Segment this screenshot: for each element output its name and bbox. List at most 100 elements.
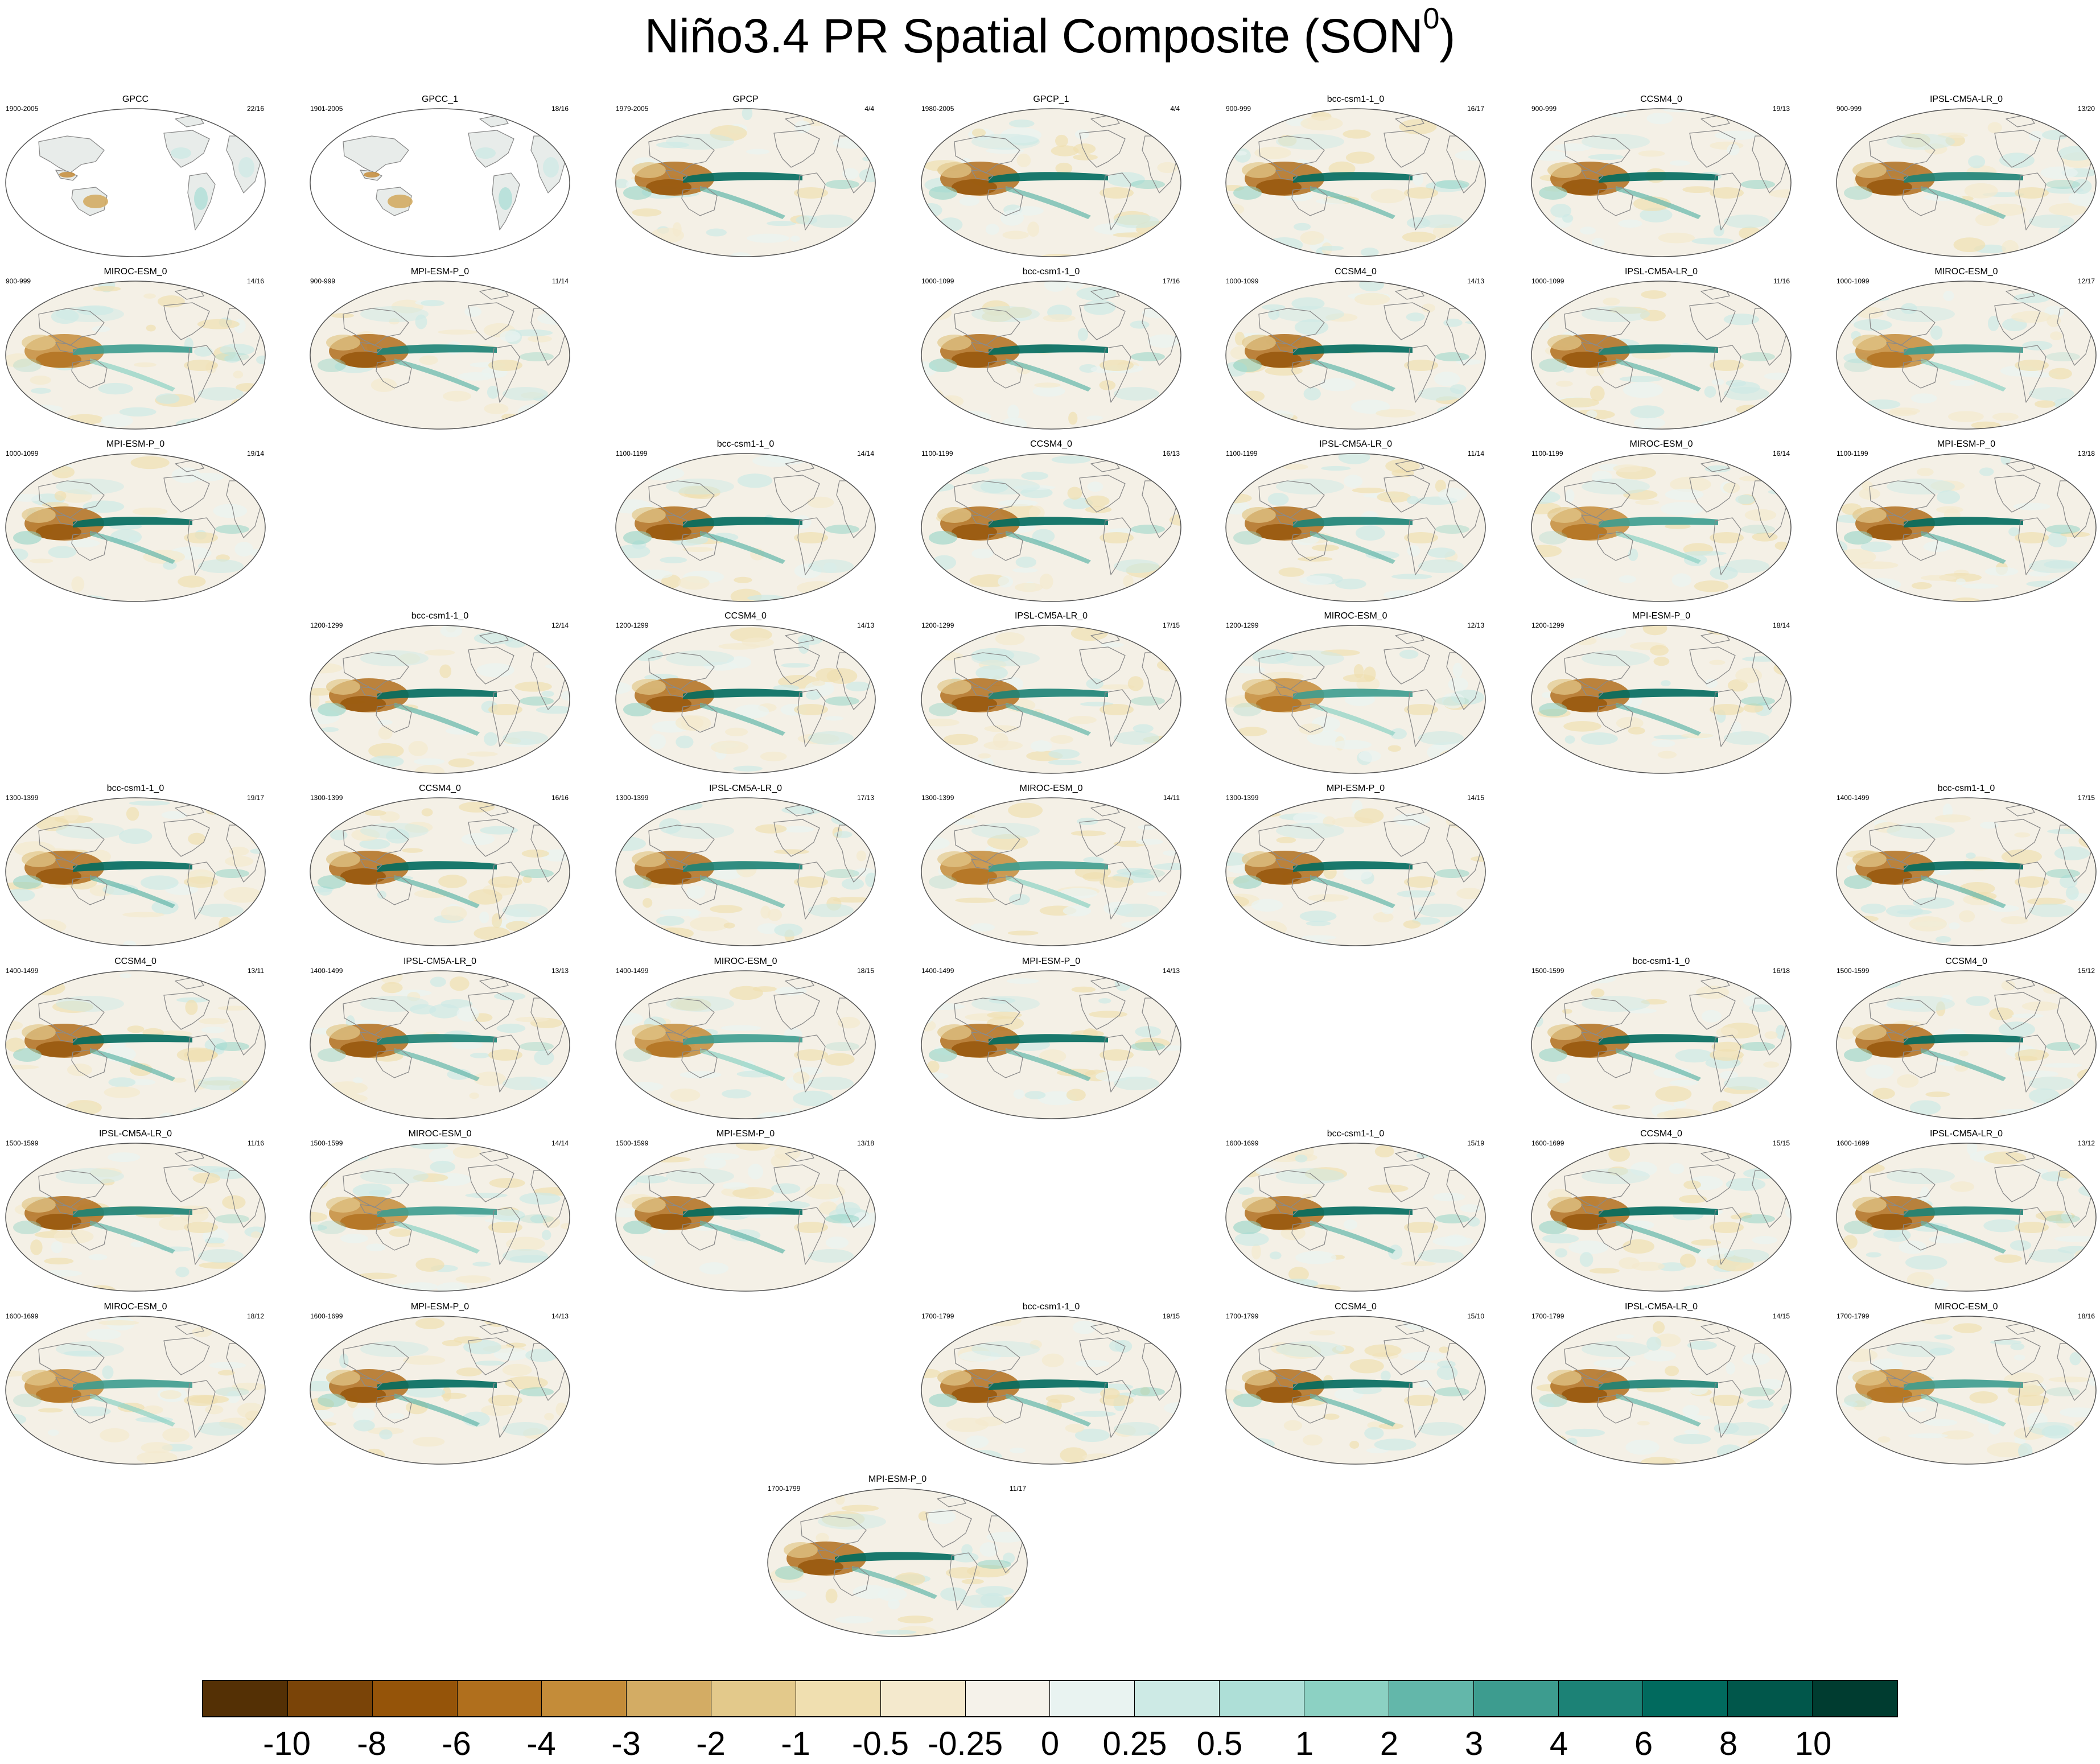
panel-count: 13/13 xyxy=(551,967,569,975)
panel-years: 900-999 xyxy=(1531,105,1557,113)
colorbar-box xyxy=(1135,1681,1220,1716)
colorbar-box xyxy=(1643,1681,1728,1716)
panel-title: MIROC-ESM_0 xyxy=(1934,267,1998,277)
colorbar-box xyxy=(203,1681,288,1716)
panel-count: 13/18 xyxy=(857,1139,874,1147)
map-panel: MIROC-ESM_0 1400-1499 18/15 xyxy=(615,956,876,1121)
panel-title: MIROC-ESM_0 xyxy=(104,1302,167,1312)
panel-count: 14/13 xyxy=(857,621,874,629)
panel-count: 12/17 xyxy=(2077,277,2095,285)
panel-count: 14/11 xyxy=(1163,794,1180,802)
world-map xyxy=(615,1143,876,1292)
panel-count: 18/12 xyxy=(246,1312,264,1320)
panel-count: 14/14 xyxy=(551,1139,569,1147)
panel-title: CCSM4_0 xyxy=(724,611,767,621)
panel-title: IPSL-CM5A-LR_0 xyxy=(98,1129,172,1139)
colorbar-tick-label: 3 xyxy=(1464,1725,1484,1762)
panel-years: 1700-1799 xyxy=(768,1485,801,1493)
panel-title: MIROC-ESM_0 xyxy=(1934,1302,1998,1312)
map-field xyxy=(310,798,570,946)
panel-years: 1979-2005 xyxy=(616,105,649,113)
world-map xyxy=(1225,281,1486,430)
panel-years: 1000-1099 xyxy=(1531,277,1564,285)
panel-title: MPI-ESM-P_0 xyxy=(106,439,165,449)
map-field xyxy=(1837,1316,2096,1464)
map-border xyxy=(1836,453,2097,602)
panel-title: CCSM4_0 xyxy=(419,784,461,793)
map-border xyxy=(615,108,876,257)
colorbar-tick-label: 0 xyxy=(1040,1725,1060,1762)
panel-count: 19/15 xyxy=(1162,1312,1180,1320)
map-border xyxy=(1836,281,2097,430)
map-border xyxy=(1225,281,1486,430)
colorbar-tick-label: -3 xyxy=(611,1725,641,1762)
panel-years: 1700-1799 xyxy=(1226,1312,1259,1320)
map-field xyxy=(310,1316,570,1464)
panel-years: 1300-1399 xyxy=(921,794,954,802)
map-border xyxy=(921,453,1181,602)
world-map xyxy=(921,108,1181,257)
panel-count: 17/16 xyxy=(1162,277,1180,285)
world-map xyxy=(1836,108,2097,257)
map-panel: bcc-csm1-1_0 1500-1599 16/18 xyxy=(1530,956,1792,1121)
panel-years: 1100-1199 xyxy=(1837,450,1868,458)
panel-years: 1400-1499 xyxy=(1837,794,1870,802)
map-border xyxy=(1531,970,1792,1119)
map-panel: MPI-ESM-P_0 1500-1599 13/18 xyxy=(615,1128,876,1293)
colorbar-tick-label: 1 xyxy=(1295,1725,1314,1762)
colorbar-tick-label: -4 xyxy=(526,1725,556,1762)
map-panel: bcc-csm1-1_0 900-999 16/17 xyxy=(1225,94,1487,259)
map-panel: MPI-ESM-P_0 1000-1099 19/14 xyxy=(5,439,266,604)
colorbar-box xyxy=(627,1681,712,1716)
world-map xyxy=(921,1316,1181,1465)
panel-title: bcc-csm1-1_0 xyxy=(106,784,164,793)
world-map xyxy=(1225,797,1486,946)
colorbar-box xyxy=(880,1681,966,1716)
map-border xyxy=(615,453,876,602)
colorbar-tick-label: -6 xyxy=(442,1725,471,1762)
panel-years: 1500-1599 xyxy=(1837,967,1870,975)
colorbar xyxy=(202,1680,1898,1717)
map-panel: IPSL-CM5A-LR_0 1000-1099 11/16 xyxy=(1530,266,1792,431)
world-map xyxy=(310,1143,570,1292)
world-map xyxy=(1836,797,2097,946)
map-field xyxy=(1531,1143,1791,1291)
panel-years: 1100-1199 xyxy=(616,450,648,458)
map-border xyxy=(310,1143,570,1292)
colorbar-box xyxy=(796,1681,881,1716)
panel-title: GPCC_1 xyxy=(421,94,459,104)
panel-title: MIROC-ESM_0 xyxy=(1324,611,1387,621)
world-map xyxy=(1836,453,2097,602)
panel-years: 900-999 xyxy=(6,277,31,285)
panel-count: 14/13 xyxy=(551,1312,569,1320)
map-border xyxy=(767,1488,1028,1637)
panel-count: 11/16 xyxy=(247,1139,264,1147)
panel-years: 1901-2005 xyxy=(310,105,343,113)
world-map xyxy=(921,453,1181,602)
map-panel: bcc-csm1-1_0 1300-1399 19/17 xyxy=(5,783,266,948)
map-field xyxy=(310,1143,570,1291)
panel-years: 1500-1599 xyxy=(1531,967,1564,975)
colorbar-tick-label: 0.25 xyxy=(1102,1725,1167,1762)
panel-years: 1300-1399 xyxy=(6,794,39,802)
panel-title: MPI-ESM-P_0 xyxy=(716,1129,775,1139)
map-panel: bcc-csm1-1_0 1700-1799 19/15 xyxy=(920,1301,1182,1466)
panel-years: 1600-1699 xyxy=(1837,1139,1870,1147)
panel-count: 19/17 xyxy=(246,794,264,802)
map-panel: MPI-ESM-P_0 1400-1499 14/13 xyxy=(920,956,1182,1121)
panel-title: bcc-csm1-1_0 xyxy=(1937,784,1995,793)
panel-title: bcc-csm1-1_0 xyxy=(717,439,775,449)
panel-count: 12/13 xyxy=(1467,621,1484,629)
panel-title: IPSL-CM5A-LR_0 xyxy=(1319,439,1393,449)
panel-years: 1500-1599 xyxy=(310,1139,343,1147)
panel-count: 14/15 xyxy=(1772,1312,1790,1320)
world-map xyxy=(767,1488,1028,1637)
map-field xyxy=(921,281,1181,429)
title-text: Niño3.4 PR Spatial Composite (SON xyxy=(644,9,1423,63)
map-field xyxy=(1531,1316,1791,1464)
map-field xyxy=(1531,625,1791,773)
panel-title: CCSM4_0 xyxy=(1030,439,1072,449)
map-border xyxy=(921,108,1181,257)
map-border xyxy=(310,970,570,1119)
panel-years: 1100-1199 xyxy=(1226,450,1258,458)
